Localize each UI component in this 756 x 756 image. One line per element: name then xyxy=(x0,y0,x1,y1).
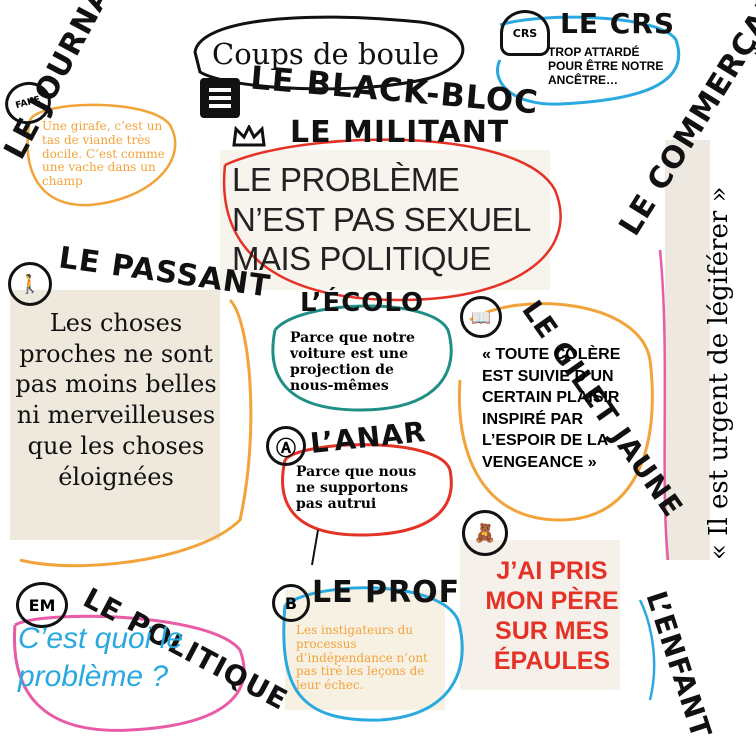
loop-gilet-jaune xyxy=(457,302,654,522)
crs-quote: TROP ATTARDÉ POUR ÊTRE NOTRE ANCÊTRE… xyxy=(548,45,664,87)
loop-commercant xyxy=(658,249,670,561)
crs-label: LE CRS xyxy=(560,7,675,40)
enfant-quote: J’AI PRIS MON PÈRE SUR MES ÉPAULES xyxy=(485,557,619,675)
walking-person-icon: 🚶 xyxy=(8,262,52,306)
anarchy-icon: Ⓐ xyxy=(266,426,306,466)
prof-label: LE PROF xyxy=(312,575,461,610)
black-square-icon xyxy=(200,78,240,118)
paper-patch-enfant xyxy=(460,540,620,690)
teddy-bear-icon: 🧸 xyxy=(462,510,508,556)
prof-quote: Les instigateurs du processus d’indépend… xyxy=(296,623,428,693)
passant-quote: Les choses proches ne sont pas moins bel… xyxy=(15,309,217,491)
crown-icon xyxy=(232,125,266,147)
police-helmet-icon: CRS xyxy=(500,10,550,56)
militant-label: LE MILITANT xyxy=(290,115,510,150)
loop-ecolo xyxy=(271,304,453,412)
gilet-jaune-quote: « TOUTE COLÈRE EST SUIVIE D’UN CERTAIN P… xyxy=(482,346,621,471)
pencil-line xyxy=(311,529,319,566)
ecolo-label: L’ÉCOLO xyxy=(300,288,425,318)
paper-patch-militant xyxy=(220,150,550,290)
journaliste-quote: Une girafe, c’est un tas de viande très … xyxy=(42,119,165,189)
paper-patch-passant xyxy=(10,290,220,540)
loop-passant xyxy=(19,298,253,568)
commercant-quote: « Il est urgent de légiférer » xyxy=(704,186,734,560)
loop-crs xyxy=(496,15,681,106)
loop-enfant xyxy=(638,599,656,701)
loop-politique xyxy=(12,614,246,732)
paper-patch-prof xyxy=(285,590,445,710)
letter-b-icon: B xyxy=(272,584,310,622)
crs-badge: CRS xyxy=(512,26,538,40)
politique-quote: C’est quoi le problème ? xyxy=(18,622,184,693)
em-badge-icon: EM xyxy=(16,582,68,628)
loop-journaliste xyxy=(26,103,177,207)
paper-patch-commercant xyxy=(665,140,710,560)
black-bloc-quote: Coups de boule xyxy=(212,37,440,71)
bubble-black-bloc xyxy=(193,15,465,91)
loop-militant xyxy=(222,138,562,302)
anar-quote: Parce que nous ne supportons pas autrui xyxy=(296,464,417,513)
politique-badge: EM xyxy=(28,595,56,615)
book-icon: 📖 xyxy=(460,296,502,338)
loop-anar xyxy=(281,443,453,537)
militant-quote: LE PROBLÈME N’EST PAS SEXUEL MAIS POLITI… xyxy=(232,161,530,278)
ecolo-quote: Parce que notre voiture est une projecti… xyxy=(290,330,415,395)
crown-icon-svg xyxy=(232,125,266,147)
loop-prof xyxy=(282,586,464,722)
